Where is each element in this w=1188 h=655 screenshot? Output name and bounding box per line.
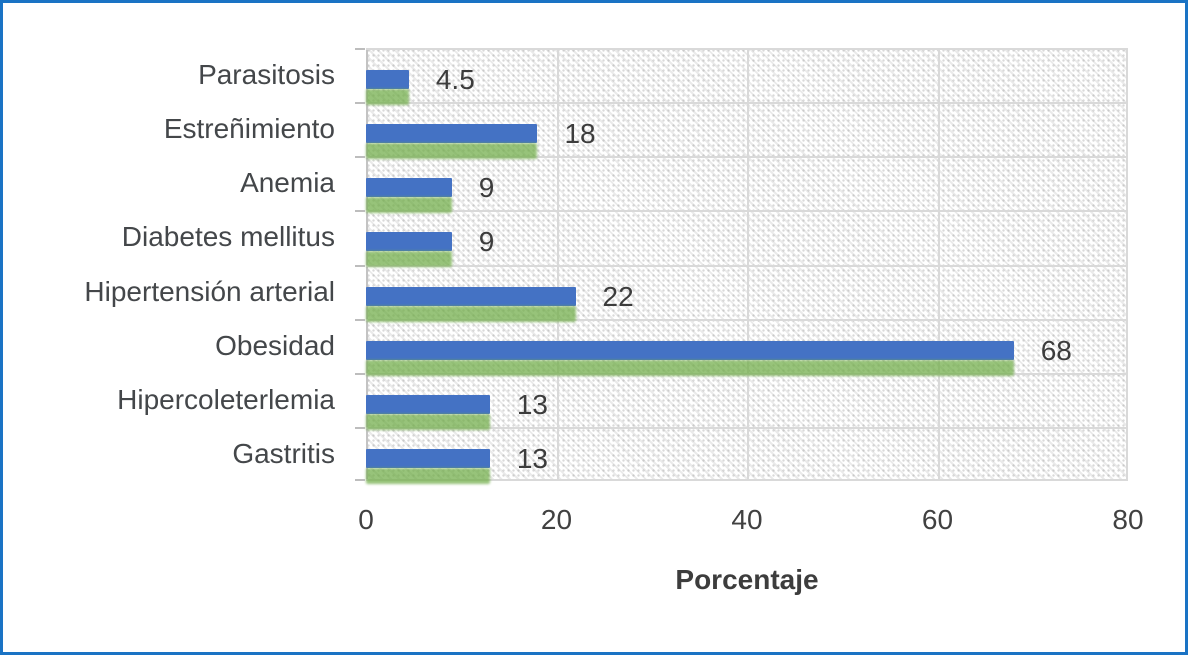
category-tickmark-7 <box>355 427 365 429</box>
category-tickmark-0 <box>355 48 365 50</box>
x-tick-label-0: 0 <box>358 504 374 535</box>
bar-4 <box>366 286 576 306</box>
category-label-1: Estreñimiento <box>163 113 335 145</box>
bar-2 <box>366 178 452 198</box>
value-label-3: 9 <box>478 226 495 258</box>
category-label-4: Hipertensión arterial <box>84 275 335 307</box>
gridline-row-4 <box>366 265 1128 267</box>
gridline-row-1 <box>366 102 1128 104</box>
gridline-x-60 <box>937 48 940 481</box>
category-tickmark-4 <box>355 265 365 267</box>
gridline-row-7 <box>366 427 1128 429</box>
category-tickmark-2 <box>355 156 365 158</box>
bar-shadow-7 <box>366 467 490 484</box>
category-tickmark-8 <box>355 479 365 481</box>
value-label-7: 13 <box>516 442 548 474</box>
category-tickmark-5 <box>355 319 365 321</box>
plot-area: 4.5 18 9 9 22 68 13 13 <box>366 48 1128 484</box>
bar-shadow-5 <box>366 359 1014 376</box>
gridline-row-2 <box>366 156 1128 158</box>
value-label-5: 68 <box>1040 334 1072 366</box>
category-label-7: Gastritis <box>232 437 335 469</box>
bar-shadow-1 <box>366 143 538 160</box>
value-label-6: 13 <box>516 388 548 420</box>
value-label-4: 22 <box>602 280 634 312</box>
bar-shadow-2 <box>366 197 452 214</box>
category-label-5: Obesidad <box>215 329 335 361</box>
bar-shadow-0 <box>366 89 409 105</box>
bar-shadow-4 <box>366 305 576 322</box>
category-tickmark-1 <box>355 102 365 104</box>
bar-5 <box>366 340 1014 360</box>
bar-3 <box>366 232 452 252</box>
value-label-2: 9 <box>478 172 495 204</box>
x-tick-label-60: 60 <box>921 504 954 535</box>
bar-0 <box>366 70 409 89</box>
category-tickmark-6 <box>355 373 365 375</box>
category-label-6: Hipercoleterlemia <box>117 383 335 415</box>
category-tickmark-3 <box>355 210 365 212</box>
category-label-0: Parasitosis <box>198 59 335 90</box>
x-tick-label-80: 80 <box>1112 504 1144 535</box>
x-tick-label-40: 40 <box>731 504 763 535</box>
value-label-0: 4.5 <box>435 64 475 95</box>
gridline-x-20 <box>556 48 559 481</box>
x-axis-title: Porcentaje <box>675 564 819 595</box>
gridline-x-40 <box>747 48 749 481</box>
value-label-1: 18 <box>564 118 596 150</box>
bar-7 <box>366 448 490 468</box>
gridline-row-8 <box>366 479 1128 481</box>
bar-6 <box>366 394 490 414</box>
gridline-x-80 <box>1126 48 1128 481</box>
gridline-row-3 <box>366 210 1128 212</box>
bar-1 <box>366 124 538 144</box>
category-label-3: Diabetes mellitus <box>121 221 335 253</box>
gridline-row-5 <box>366 319 1128 321</box>
bar-shadow-3 <box>366 251 452 268</box>
category-label-2: Anemia <box>240 167 335 199</box>
gridline-row-0 <box>366 48 1128 50</box>
x-tick-label-20: 20 <box>540 504 573 535</box>
bar-shadow-6 <box>366 413 490 430</box>
